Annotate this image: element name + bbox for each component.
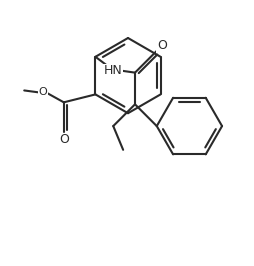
Text: O: O (59, 134, 69, 146)
Text: O: O (39, 88, 47, 97)
Text: HN: HN (103, 64, 122, 77)
Text: O: O (156, 39, 166, 52)
